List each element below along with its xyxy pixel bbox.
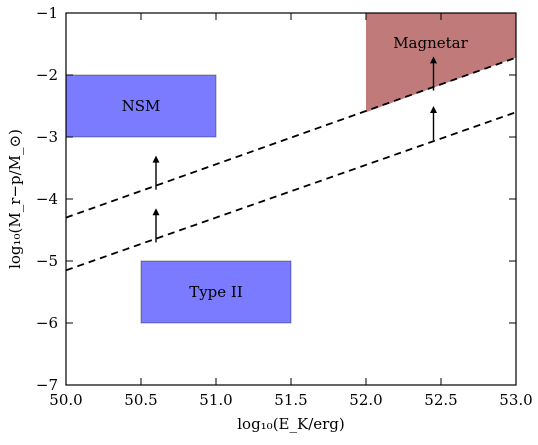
region-labels-layer: NSM Type II Magnetar xyxy=(122,34,469,301)
regions-layer xyxy=(65,13,516,324)
x-tick-label: 50.0 xyxy=(49,391,82,409)
region-label-nsm: NSM xyxy=(122,97,161,115)
ticks-layer: 50.0 50.5 51.0 51.5 52.0 52.5 53.0 −1 −2 −3 −4 −5 −6… xyxy=(36,4,533,409)
y-tick-label: −3 xyxy=(36,128,58,146)
region-type-ii xyxy=(140,260,292,324)
region-nsm xyxy=(65,74,217,138)
y-tick-label: −2 xyxy=(36,66,58,84)
y-tick-label: −6 xyxy=(36,314,58,332)
arrow-2 xyxy=(152,208,160,243)
arrow-3 xyxy=(430,56,437,91)
x-tick-label: 52.0 xyxy=(349,391,382,409)
arrows-layer xyxy=(152,56,437,243)
x-tick-label: 51.0 xyxy=(199,391,232,409)
x-tick-label: 53.0 xyxy=(499,391,532,409)
y-axis-label: log₁₀(M_r−p/M_⊙) xyxy=(6,129,24,269)
region-label-type-ii: Type II xyxy=(189,283,243,301)
y-tick-label: −1 xyxy=(36,4,58,22)
dashed-line-1 xyxy=(65,56,517,219)
x-tick-label: 50.5 xyxy=(124,391,157,409)
y-tick-label: −4 xyxy=(36,190,58,208)
x-axis-label: log₁₀(E_K/erg) xyxy=(237,415,345,433)
dashed-lines-layer xyxy=(65,56,517,272)
y-tick-label: −7 xyxy=(36,376,58,394)
x-tick-label: 51.5 xyxy=(274,391,307,409)
dashed-line-2 xyxy=(65,111,517,272)
y-tick-label: −5 xyxy=(36,252,58,270)
arrow-4 xyxy=(430,106,437,141)
arrow-1 xyxy=(152,155,160,190)
region-label-magnetar: Magnetar xyxy=(393,34,468,52)
x-tick-label: 52.5 xyxy=(424,391,457,409)
region-magnetar xyxy=(366,13,516,113)
